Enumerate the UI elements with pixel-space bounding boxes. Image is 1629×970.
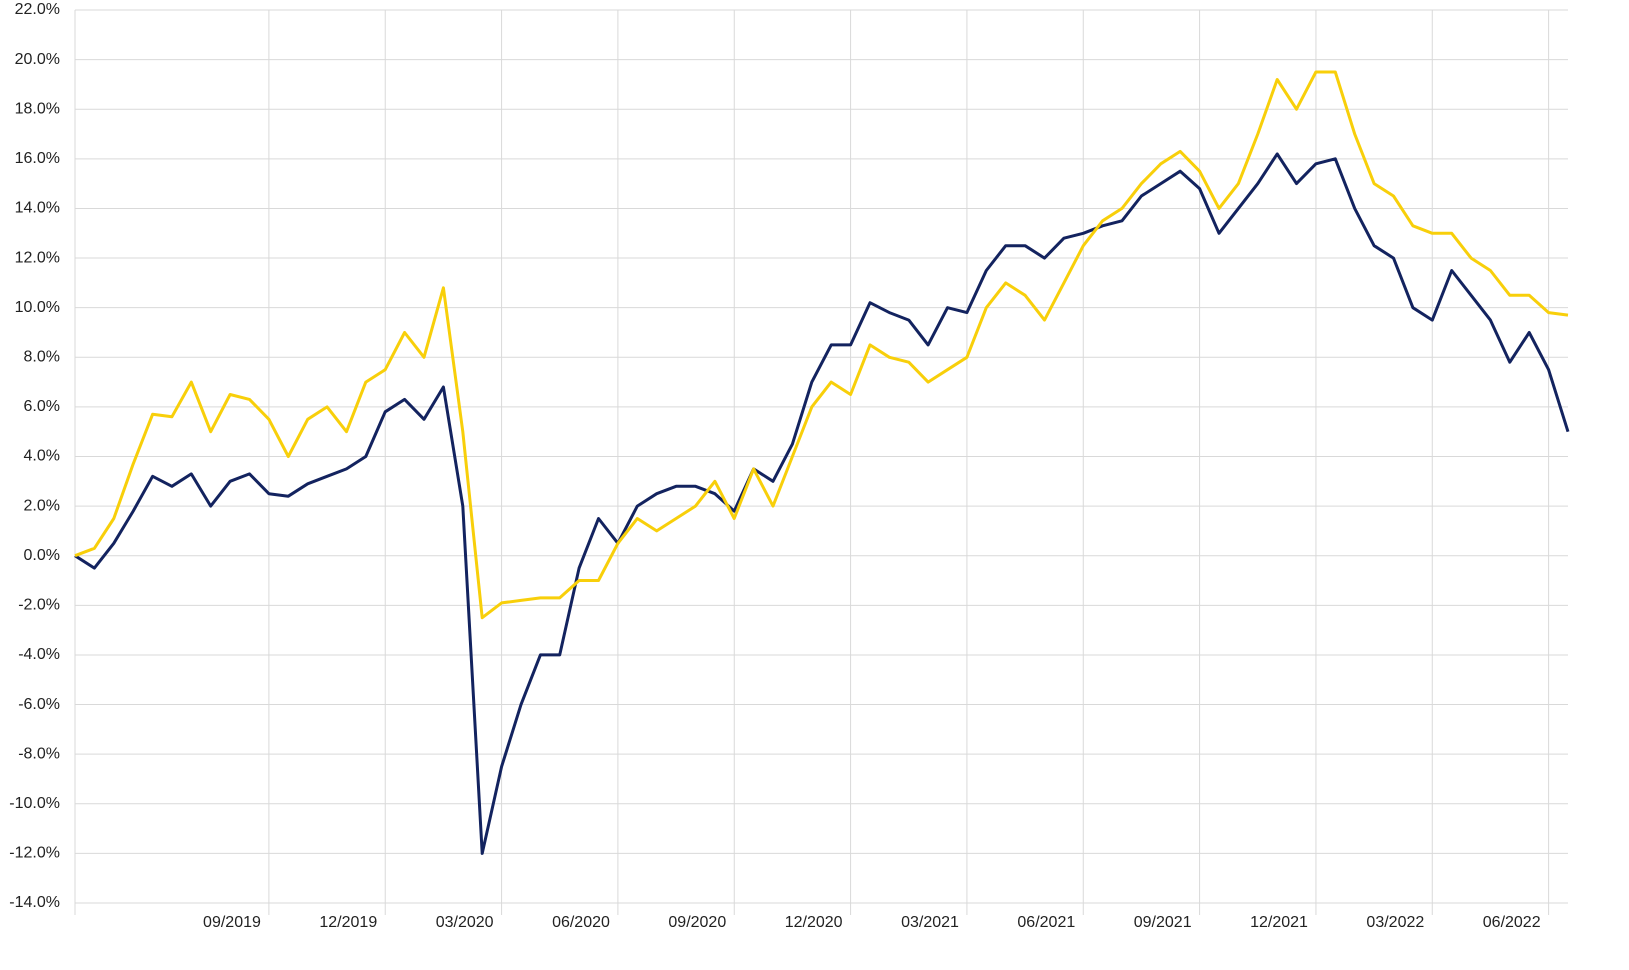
x-tick-label: 12/2019 bbox=[319, 914, 377, 931]
y-tick-label: 8.0% bbox=[24, 348, 60, 365]
y-tick-label: 4.0% bbox=[24, 448, 60, 465]
x-tick-label: 09/2020 bbox=[668, 914, 726, 931]
x-tick-label: 03/2020 bbox=[436, 914, 494, 931]
x-tick-label: 09/2021 bbox=[1134, 914, 1192, 931]
y-tick-label: 6.0% bbox=[24, 398, 60, 415]
y-tick-label: -12.0% bbox=[9, 845, 60, 862]
y-tick-label: -2.0% bbox=[18, 597, 60, 614]
y-tick-label: 16.0% bbox=[15, 150, 60, 167]
y-tick-label: 2.0% bbox=[24, 497, 60, 514]
x-tick-label: 06/2021 bbox=[1017, 914, 1075, 931]
y-tick-label: -6.0% bbox=[18, 696, 60, 713]
y-tick-label: 10.0% bbox=[15, 299, 60, 316]
y-tick-label: 20.0% bbox=[15, 51, 60, 68]
line-series bbox=[74, 70, 1569, 620]
y-tick-label: -14.0% bbox=[9, 894, 60, 911]
y-tick-label: 22.0% bbox=[15, 1, 60, 18]
x-tick-label: 03/2022 bbox=[1366, 914, 1424, 931]
x-tick-label: 12/2020 bbox=[785, 914, 843, 931]
x-tick-label: 06/2020 bbox=[552, 914, 610, 931]
y-tick-label: -10.0% bbox=[9, 795, 60, 812]
y-tick-label: 12.0% bbox=[15, 249, 60, 266]
y-tick-label: 14.0% bbox=[15, 200, 60, 217]
y-tick-label: 18.0% bbox=[15, 100, 60, 117]
x-tick-label: 06/2022 bbox=[1483, 914, 1541, 931]
y-tick-label: 0.0% bbox=[24, 547, 60, 564]
x-tick-label: 09/2019 bbox=[203, 914, 261, 931]
x-tick-label: 03/2021 bbox=[901, 914, 959, 931]
line-series bbox=[74, 152, 1570, 855]
y-tick-label: -4.0% bbox=[18, 646, 60, 663]
y-tick-label: -8.0% bbox=[18, 745, 60, 762]
x-tick-label: 12/2021 bbox=[1250, 914, 1308, 931]
